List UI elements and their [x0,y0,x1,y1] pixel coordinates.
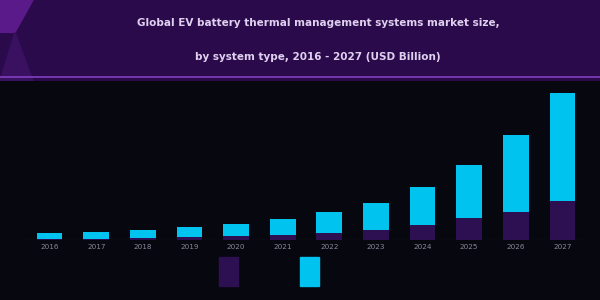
Bar [457,165,482,218]
Bar [130,238,155,240]
Bar [223,224,249,236]
Bar [410,225,436,240]
Bar [270,219,296,235]
Bar [176,227,202,237]
Bar [503,135,529,212]
Bar [83,232,109,238]
Bar [316,232,342,240]
Bar [363,202,389,230]
Text: Global EV battery thermal management systems market size,: Global EV battery thermal management sys… [137,18,499,28]
Bar [219,257,238,286]
Bar [37,233,62,239]
Bar [410,187,436,225]
Bar [176,237,202,240]
Polygon shape [0,32,33,81]
Bar [503,212,529,240]
Bar [223,236,249,240]
Bar [300,257,319,286]
Bar [550,201,575,240]
Bar [316,212,342,232]
Bar [550,93,575,201]
FancyBboxPatch shape [0,0,600,81]
Bar [457,218,482,240]
Bar [363,230,389,240]
Bar [130,230,155,238]
Bar [37,239,62,240]
Polygon shape [0,0,33,32]
Bar [270,235,296,240]
Text: by system type, 2016 - 2027 (USD Billion): by system type, 2016 - 2027 (USD Billion… [195,52,441,62]
Bar [83,238,109,240]
